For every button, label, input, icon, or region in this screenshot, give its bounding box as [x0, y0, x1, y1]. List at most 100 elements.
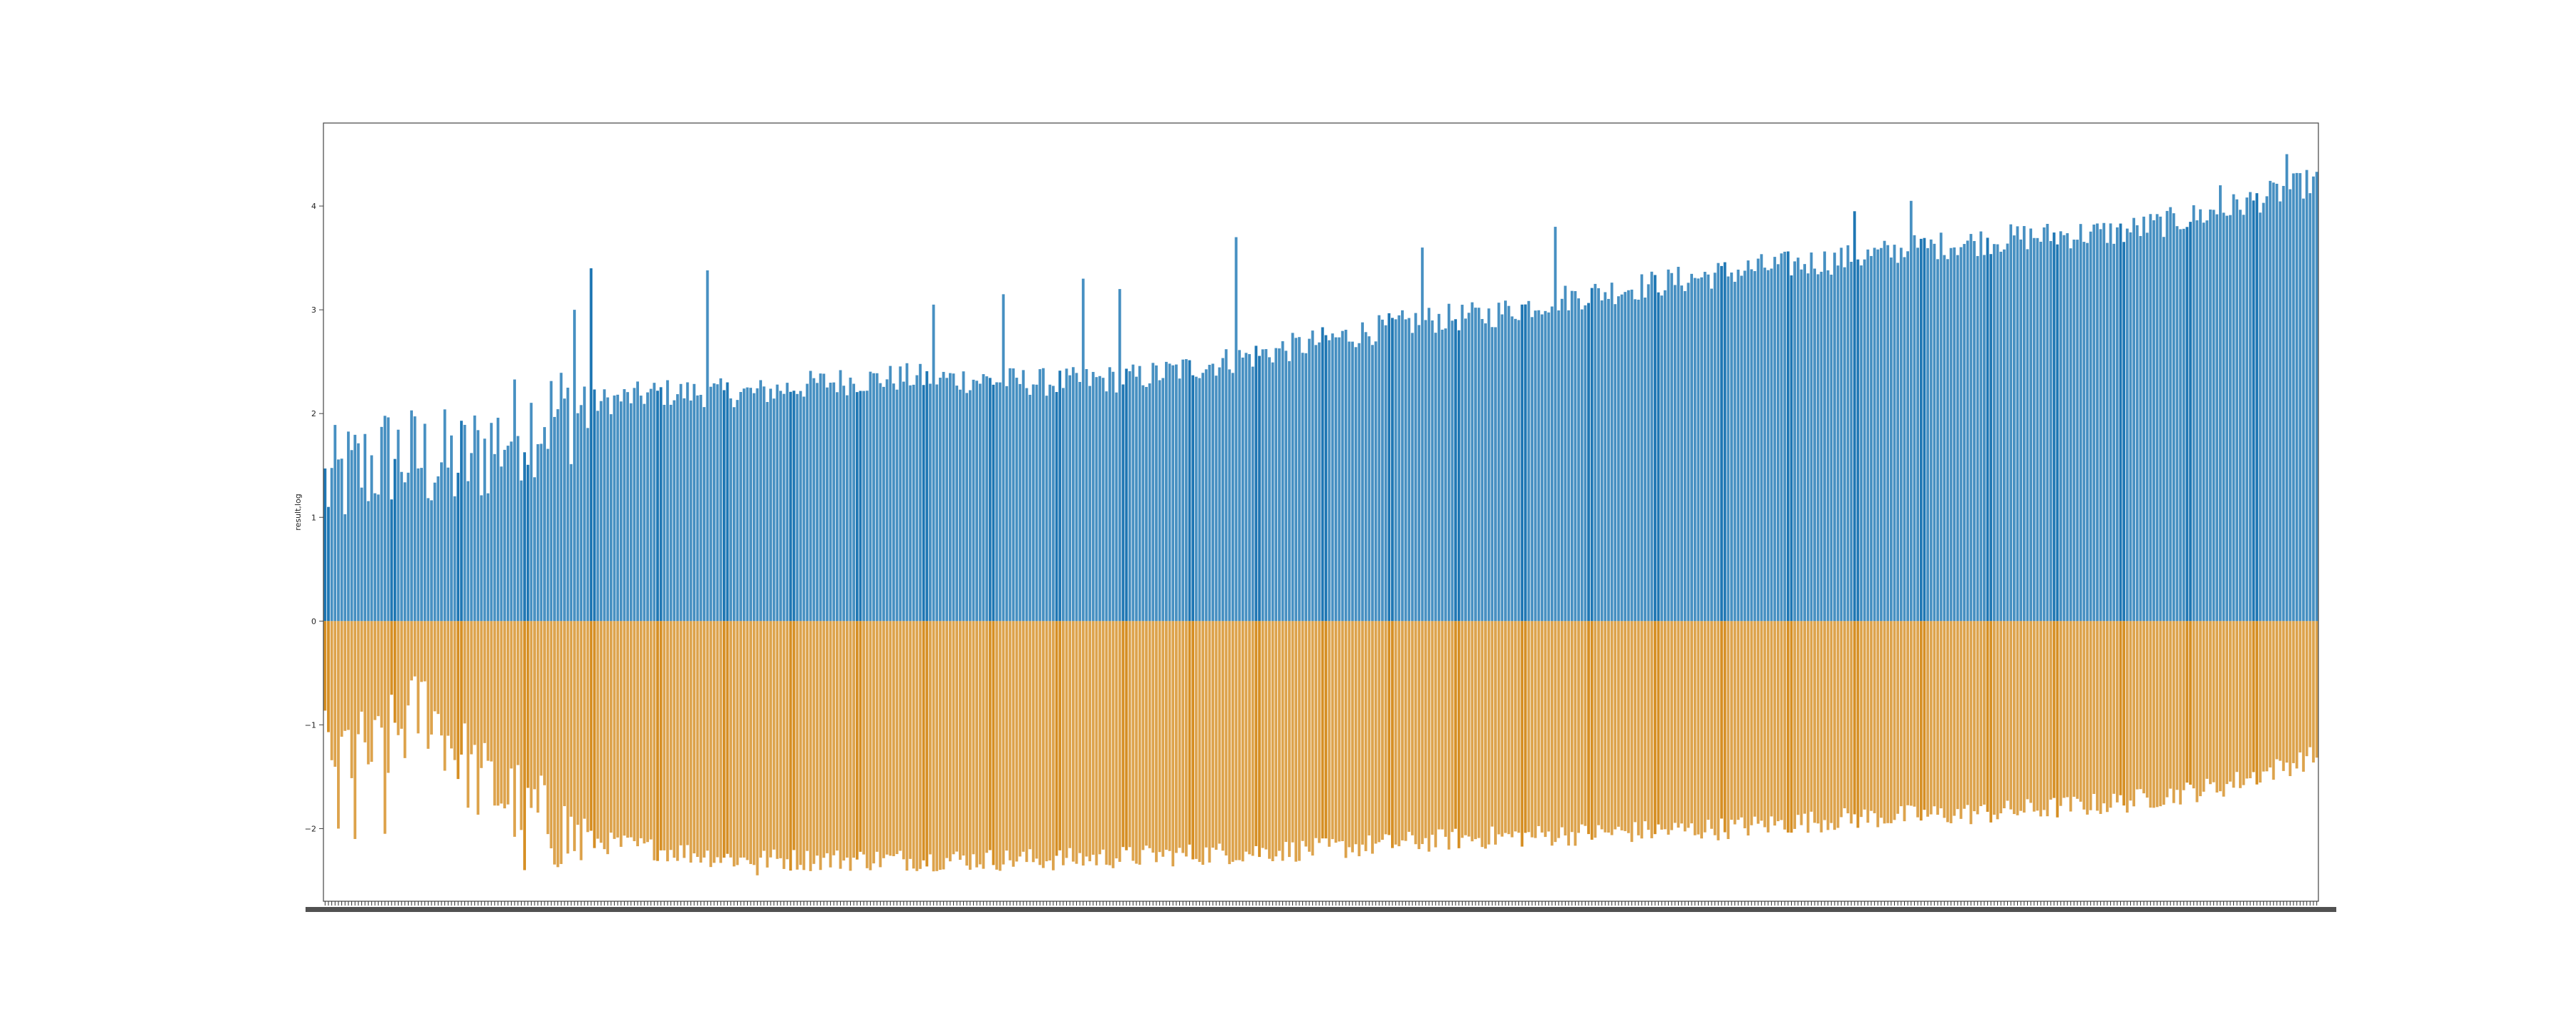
positive-bar [2285, 154, 2288, 622]
negative-bar [2268, 621, 2272, 767]
positive-bar [869, 371, 872, 622]
positive-bar [1244, 353, 1248, 622]
positive-bar [752, 393, 756, 622]
negative-bar [493, 621, 497, 806]
negative-bar [1830, 621, 1833, 823]
positive-bar [1531, 317, 1533, 622]
positive-bar [889, 366, 892, 622]
positive-bar [852, 383, 856, 622]
negative-bar [1487, 621, 1491, 845]
negative-bar [1035, 621, 1038, 859]
positive-bar [590, 268, 592, 622]
positive-bar [1956, 255, 1959, 622]
positive-bar [1667, 269, 1670, 622]
positive-bar [2145, 232, 2149, 622]
positive-bar [646, 392, 649, 622]
negative-bar [2106, 621, 2109, 813]
negative-bar [1560, 621, 1563, 828]
positive-bar [523, 452, 527, 622]
negative-bar [1081, 621, 1085, 866]
positive-bar [1906, 251, 1910, 622]
negative-bar [1700, 621, 1703, 839]
negative-bar [1224, 621, 1228, 855]
negative-bar [1816, 621, 1820, 824]
negative-bar [1400, 621, 1404, 840]
negative-bar [1783, 621, 1787, 830]
negative-bar [1211, 621, 1214, 848]
negative-bar [503, 621, 507, 809]
positive-bar [1866, 249, 1870, 622]
negative-bar [400, 621, 404, 729]
negative-bar [1899, 621, 1903, 807]
negative-bar [1268, 621, 1271, 859]
positive-bar [1521, 304, 1524, 622]
negative-bar [978, 621, 982, 865]
positive-bar [945, 378, 949, 622]
negative-bar [1624, 621, 1627, 831]
negative-bar [1660, 621, 1664, 830]
negative-bar [360, 621, 364, 712]
negative-bar [1604, 621, 1607, 833]
negative-bar [477, 621, 479, 815]
positive-bar [1005, 386, 1008, 622]
negative-bar [1454, 621, 1458, 829]
positive-bar [812, 378, 816, 622]
negative-bar [327, 621, 330, 732]
negative-bar [932, 621, 935, 872]
negative-bar [590, 621, 592, 831]
negative-bar [1597, 621, 1600, 825]
positive-bar [719, 378, 723, 622]
negative-bar [1045, 621, 1048, 862]
negative-bar [2159, 621, 2162, 807]
positive-bar [1680, 285, 1684, 622]
positive-bar [643, 403, 646, 622]
positive-bar [487, 493, 489, 622]
negative-bar [915, 621, 919, 871]
negative-bar [1337, 621, 1341, 842]
positive-bar [1078, 381, 1082, 622]
negative-bar [1317, 621, 1321, 843]
negative-bar [2285, 621, 2288, 763]
positive-bar [1803, 264, 1806, 622]
negative-bar [1590, 621, 1594, 840]
positive-bar [1959, 247, 1963, 622]
negative-bar [1903, 621, 1906, 822]
negative-bar [909, 621, 912, 859]
negative-bar [1547, 621, 1551, 832]
negative-bar [1507, 621, 1511, 835]
negative-bar [2162, 621, 2165, 805]
positive-bar [1118, 289, 1121, 622]
negative-bar [1690, 621, 1694, 824]
negative-bar [975, 621, 978, 868]
negative-bar [1886, 621, 1890, 823]
positive-bar [1570, 290, 1574, 622]
positive-bar [1989, 254, 1993, 622]
negative-bar [1397, 621, 1401, 847]
positive-bar [1052, 386, 1055, 622]
positive-bar [2212, 210, 2215, 622]
negative-bar [1254, 621, 1258, 846]
positive-bar [636, 381, 640, 622]
negative-bar [1933, 621, 1936, 807]
negative-bar [390, 621, 394, 695]
positive-bar [413, 416, 416, 622]
positive-bar [1297, 337, 1301, 622]
positive-bar [2036, 237, 2039, 622]
negative-bar [1793, 621, 1797, 829]
positive-bar [1886, 245, 1890, 622]
positive-bar [1254, 345, 1258, 622]
negative-bar [1993, 621, 1996, 815]
positive-bar [2125, 228, 2129, 622]
positive-bar [1909, 200, 1913, 622]
positive-bar [776, 384, 779, 622]
negative-bar [1873, 621, 1876, 813]
negative-bar [809, 621, 812, 871]
positive-bar [982, 374, 985, 622]
positive-bar [1870, 255, 1873, 622]
negative-bar [2302, 621, 2305, 772]
positive-bar [530, 403, 533, 622]
positive-bar [1331, 333, 1335, 622]
negative-bar [1570, 621, 1574, 833]
positive-bar [1311, 330, 1314, 622]
positive-bar [1846, 245, 1850, 622]
